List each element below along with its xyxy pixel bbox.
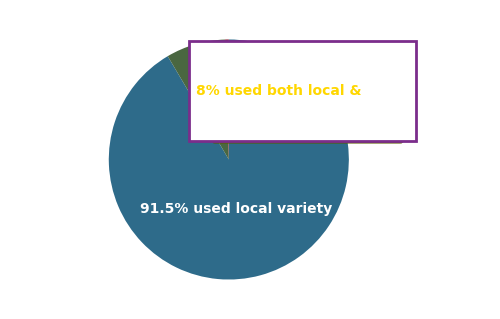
Wedge shape xyxy=(109,40,349,279)
Text: 91.5% used local variety: 91.5% used local variety xyxy=(140,202,332,216)
Wedge shape xyxy=(225,40,229,160)
Text: 8% used both local &: 8% used both local & xyxy=(196,84,362,98)
Text: 0.5% used improved variety: 0.5% used improved variety xyxy=(214,128,400,141)
FancyBboxPatch shape xyxy=(189,41,416,141)
Wedge shape xyxy=(168,40,229,160)
